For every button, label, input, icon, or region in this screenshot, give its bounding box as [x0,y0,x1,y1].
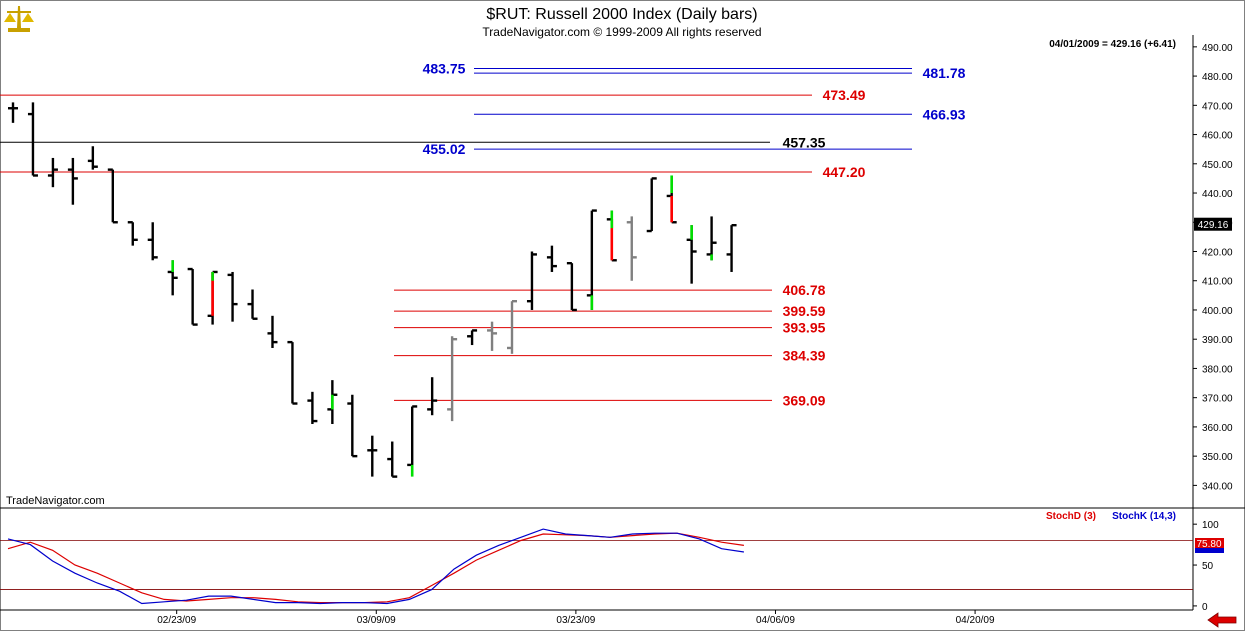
level-label: 447.20 [823,164,866,180]
ohlc-bar [566,261,577,312]
date-tick-label: 03/23/09 [556,615,595,626]
stoch-last-marker: 75.80 [1195,538,1224,553]
ohlc-bar [367,435,378,477]
stochastic-panel: 100 50 0 [0,520,1219,613]
ohlc-bar [427,377,438,416]
price-tick-label: 480.00 [1202,72,1233,83]
ohlc-bar [646,177,657,233]
price-tick-label: 410.00 [1202,277,1233,288]
ohlc-bar [307,391,318,424]
level-label: 457.35 [783,134,826,150]
ohlc-bar [526,251,537,310]
ohlc-bar [8,102,18,123]
ohlc-bar [447,336,458,422]
level-label: 393.95 [783,320,826,336]
arrow-left-icon[interactable] [1207,612,1237,628]
price-tick-label: 390.00 [1202,335,1233,346]
date-tick-label: 02/23/09 [157,615,196,626]
ohlc-bar [347,394,358,458]
price-tick-label: 490.00 [1202,43,1233,54]
ohlc-bar [227,271,238,322]
ohlc-bar [47,157,58,188]
ohlc-bar [67,157,78,205]
stochk-line [7,528,744,605]
level-label: 473.49 [823,87,866,103]
bars-layer [8,102,737,478]
stoch-tick-label: 0 [1202,602,1208,613]
last-price-label: 429.16 [1198,220,1229,231]
price-tick-label: 350.00 [1202,452,1233,463]
ohlc-bar [107,168,118,224]
stochk-legend: StochK (14,3) [1112,511,1176,522]
level-label: 455.02 [423,141,466,157]
price-tick-label: 360.00 [1202,423,1233,434]
price-tick-label: 440.00 [1202,189,1233,200]
levels-layer: 483.75 481.78 473.49 466.93 457.35 455.02 447.… [0,60,966,408]
price-tick-label: 400.00 [1202,306,1233,317]
stoch-tick-label: 100 [1202,520,1219,531]
price-tick-label: 450.00 [1202,160,1233,171]
ohlc-bar [467,329,478,346]
ohlc-bar [626,216,637,281]
ohlc-bar [147,222,158,261]
ohlc-bar [726,223,737,272]
watermark: TradeNavigator.com [6,495,105,507]
price-tick-label: 420.00 [1202,247,1233,258]
date-ticks: 02/23/09 03/09/09 03/23/09 04/06/09 04/20/09 [157,610,995,626]
last-price-marker: 429.16 [1194,217,1232,231]
ohlc-bar [27,102,38,177]
ohlc-bar [487,321,498,351]
ohlc-bar [267,315,278,348]
ohlc-bar [87,146,98,170]
price-readout: 04/01/2009 = 429.16 (+6.41) [1049,39,1176,50]
level-label: 369.09 [783,392,826,408]
date-tick-label: 04/20/09 [956,615,995,626]
ohlc-bar [247,289,258,320]
stochd-line [7,532,744,604]
level-label: 384.39 [783,348,826,364]
ohlc-bar [546,245,557,272]
price-tick-label: 370.00 [1202,394,1233,405]
level-label: 483.75 [423,60,466,76]
stoch-tick-label: 50 [1202,561,1214,572]
ohlc-bar [187,267,198,326]
price-tick-label: 340.00 [1202,481,1233,492]
stochd-legend: StochD (3) [1046,511,1096,522]
level-label: 481.78 [923,65,966,81]
price-tick-label: 380.00 [1202,364,1233,375]
scroll-right-button[interactable] [1203,612,1241,629]
chart-subtitle: TradeNavigator.com © 1999-2009 All right… [482,25,761,39]
date-tick-label: 04/06/09 [756,615,795,626]
chart-title: $RUT: Russell 2000 Index (Daily bars) [486,6,757,23]
price-tick-label: 460.00 [1202,131,1233,142]
level-label: 466.93 [923,106,966,122]
stoch-last-label: 75.80 [1196,539,1221,550]
level-label: 406.78 [783,282,826,298]
level-label: 399.59 [783,303,826,319]
ohlc-bar [507,299,517,354]
scale-logo-icon [4,6,34,32]
price-tick-label: 470.00 [1202,101,1233,112]
ohlc-bar [387,441,398,478]
ohlc-bar [287,340,298,405]
date-tick-label: 03/09/09 [357,615,396,626]
ohlc-bar [127,221,138,246]
